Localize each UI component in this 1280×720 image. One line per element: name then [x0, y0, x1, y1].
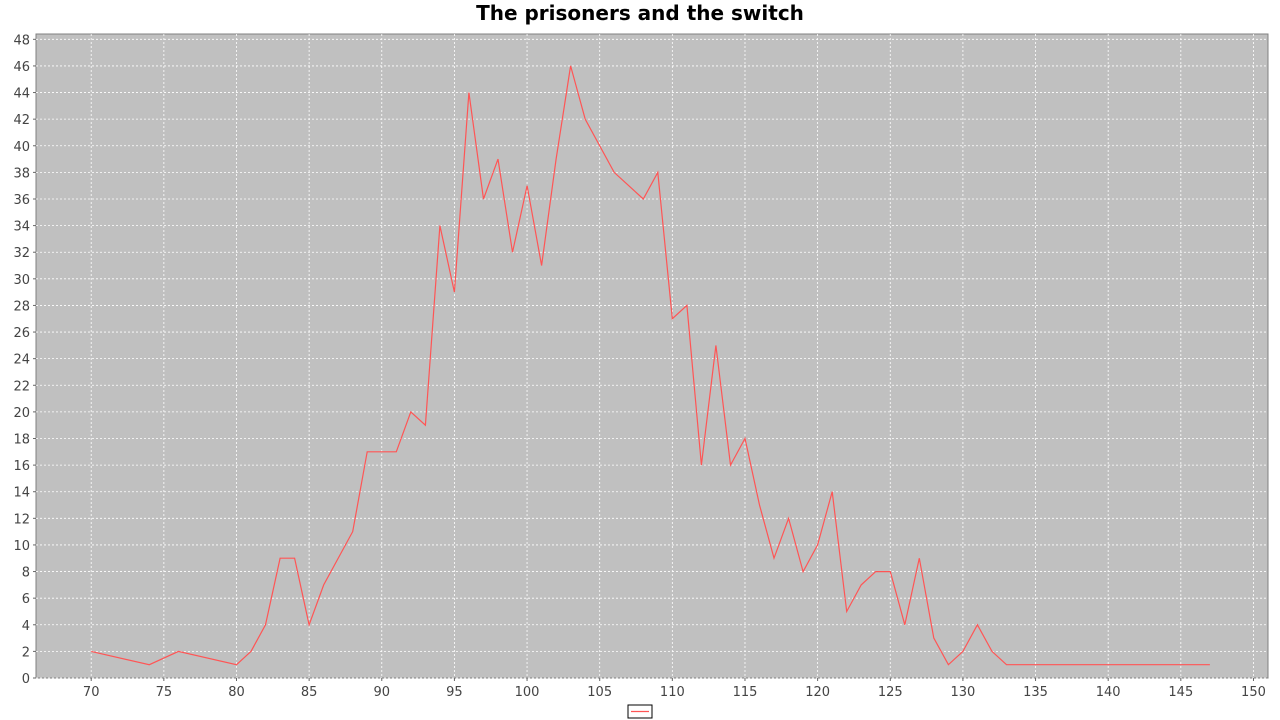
x-tick-label: 150 — [1241, 685, 1266, 700]
y-tick-label: 46 — [13, 60, 30, 75]
x-tick-label: 140 — [1096, 685, 1121, 700]
y-tick-label: 42 — [13, 113, 30, 128]
y-tick-label: 44 — [13, 87, 30, 102]
y-tick-label: 32 — [13, 246, 30, 261]
x-tick-label: 90 — [374, 685, 391, 700]
y-tick-label: 0 — [22, 672, 30, 687]
y-tick-label: 20 — [13, 406, 30, 421]
y-tick-label: 26 — [13, 326, 30, 341]
y-tick-label: 24 — [13, 353, 30, 368]
x-tick-label: 110 — [660, 685, 685, 700]
x-tick-label: 115 — [733, 685, 758, 700]
y-tick-label: 2 — [22, 645, 30, 660]
x-tick-label: 105 — [587, 685, 612, 700]
series-line — [91, 65, 1210, 666]
x-tick-label: 85 — [301, 685, 318, 700]
y-tick-label: 22 — [13, 379, 30, 394]
chart-title: The prisoners and the switch — [476, 1, 804, 25]
grid-lines — [36, 34, 1268, 679]
y-tick-label: 4 — [22, 619, 30, 634]
y-tick-label: 40 — [13, 140, 30, 155]
x-tick-label: 135 — [1023, 685, 1048, 700]
plot-area — [35, 33, 1269, 679]
y-tick-label: 30 — [13, 273, 30, 288]
y-tick-label: 6 — [22, 592, 30, 607]
y-tick-label: 18 — [13, 432, 30, 447]
x-tick-label: 80 — [228, 685, 245, 700]
y-tick-label: 16 — [13, 459, 30, 474]
y-tick-label: 36 — [13, 193, 30, 208]
x-tick-label: 100 — [515, 685, 540, 700]
x-tick-label: 125 — [878, 685, 903, 700]
y-tick-label: 48 — [13, 33, 30, 48]
x-tick-label: 95 — [446, 685, 463, 700]
x-tick-label: 70 — [83, 685, 100, 700]
x-tick-label: 130 — [950, 685, 975, 700]
y-tick-label: 38 — [13, 166, 30, 181]
axis-ticks: 0246810121416182022242628303234363840424… — [13, 33, 1265, 700]
x-tick-label: 145 — [1168, 685, 1193, 700]
y-tick-label: 34 — [13, 220, 30, 235]
y-tick-label: 14 — [13, 486, 30, 501]
x-tick-label: 75 — [156, 685, 173, 700]
y-tick-label: 10 — [13, 539, 30, 554]
legend — [627, 704, 653, 719]
y-tick-label: 28 — [13, 299, 30, 314]
y-tick-label: 8 — [22, 566, 30, 581]
x-tick-label: 120 — [805, 685, 830, 700]
y-tick-label: 12 — [13, 512, 30, 527]
